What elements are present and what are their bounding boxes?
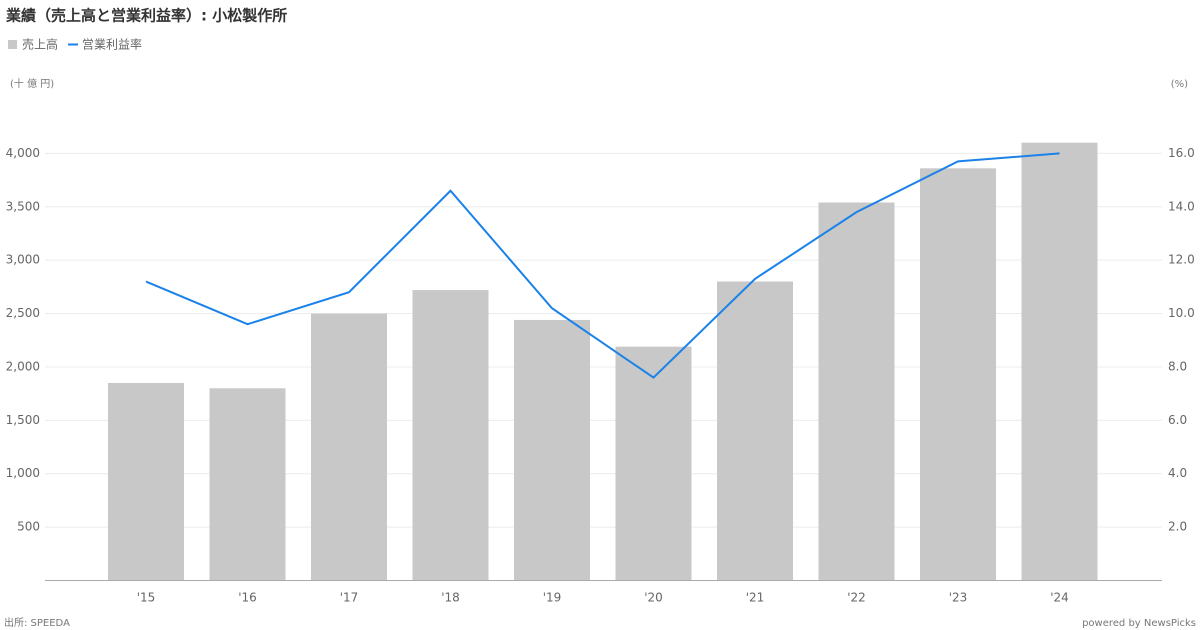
y-tick-label: 3,500 [6,199,40,213]
y2-tick-label: 14.0 [1168,199,1195,213]
y2-tick-label: 4.0 [1168,466,1187,480]
bar [108,382,184,581]
y-tick-label: 2,500 [6,306,40,320]
legend-swatch [8,40,17,49]
y-tick-label: 3,000 [6,253,40,267]
y2-tick-label: 6.0 [1168,413,1187,427]
bar [412,290,489,581]
legend-label: 営業利益率 [82,37,142,52]
x-tick-label: '17 [340,591,359,605]
bar [1021,142,1098,581]
x-tick-label: '18 [441,591,460,605]
bar [818,202,895,581]
bar [311,313,387,581]
y2-tick-label: 8.0 [1168,359,1187,373]
y2-tick-label: 10.0 [1168,306,1195,320]
y2-tick-label: 2.0 [1168,520,1187,534]
y2-axis-label: (%) [1171,79,1188,90]
legend-label: 売上高 [22,37,58,52]
y-tick-label: 1,500 [6,413,40,427]
y2-tick-label: 12.0 [1168,253,1195,267]
bar [514,319,590,581]
bar [209,388,286,581]
bar [717,281,793,581]
y-tick-label: 4,000 [6,146,40,160]
line [145,152,1060,379]
y-axis-label: (十 億 円) [10,77,54,90]
x-tick-label: '15 [137,591,156,605]
x-tick-label: '21 [746,591,765,605]
y-tick-label: 1,000 [6,466,40,480]
x-tick-label: '23 [949,591,968,605]
x-tick-label: '24 [1050,591,1069,605]
y-tick-label: 500 [17,520,40,534]
bar [615,346,692,581]
bar [920,168,996,581]
x-tick-label: '20 [644,591,663,605]
source: 出所: SPEEDA [4,616,70,629]
y2-tick-label: 16.0 [1168,146,1195,160]
credit: powered by NewsPicks [1082,618,1196,629]
chart-title: 業績（売上高と営業利益率）: 小松製作所 [5,7,287,25]
x-tick-label: '19 [543,591,562,605]
y-tick-label: 2,000 [6,359,40,373]
x-tick-label: '16 [238,591,257,605]
x-tick-label: '22 [847,591,866,605]
